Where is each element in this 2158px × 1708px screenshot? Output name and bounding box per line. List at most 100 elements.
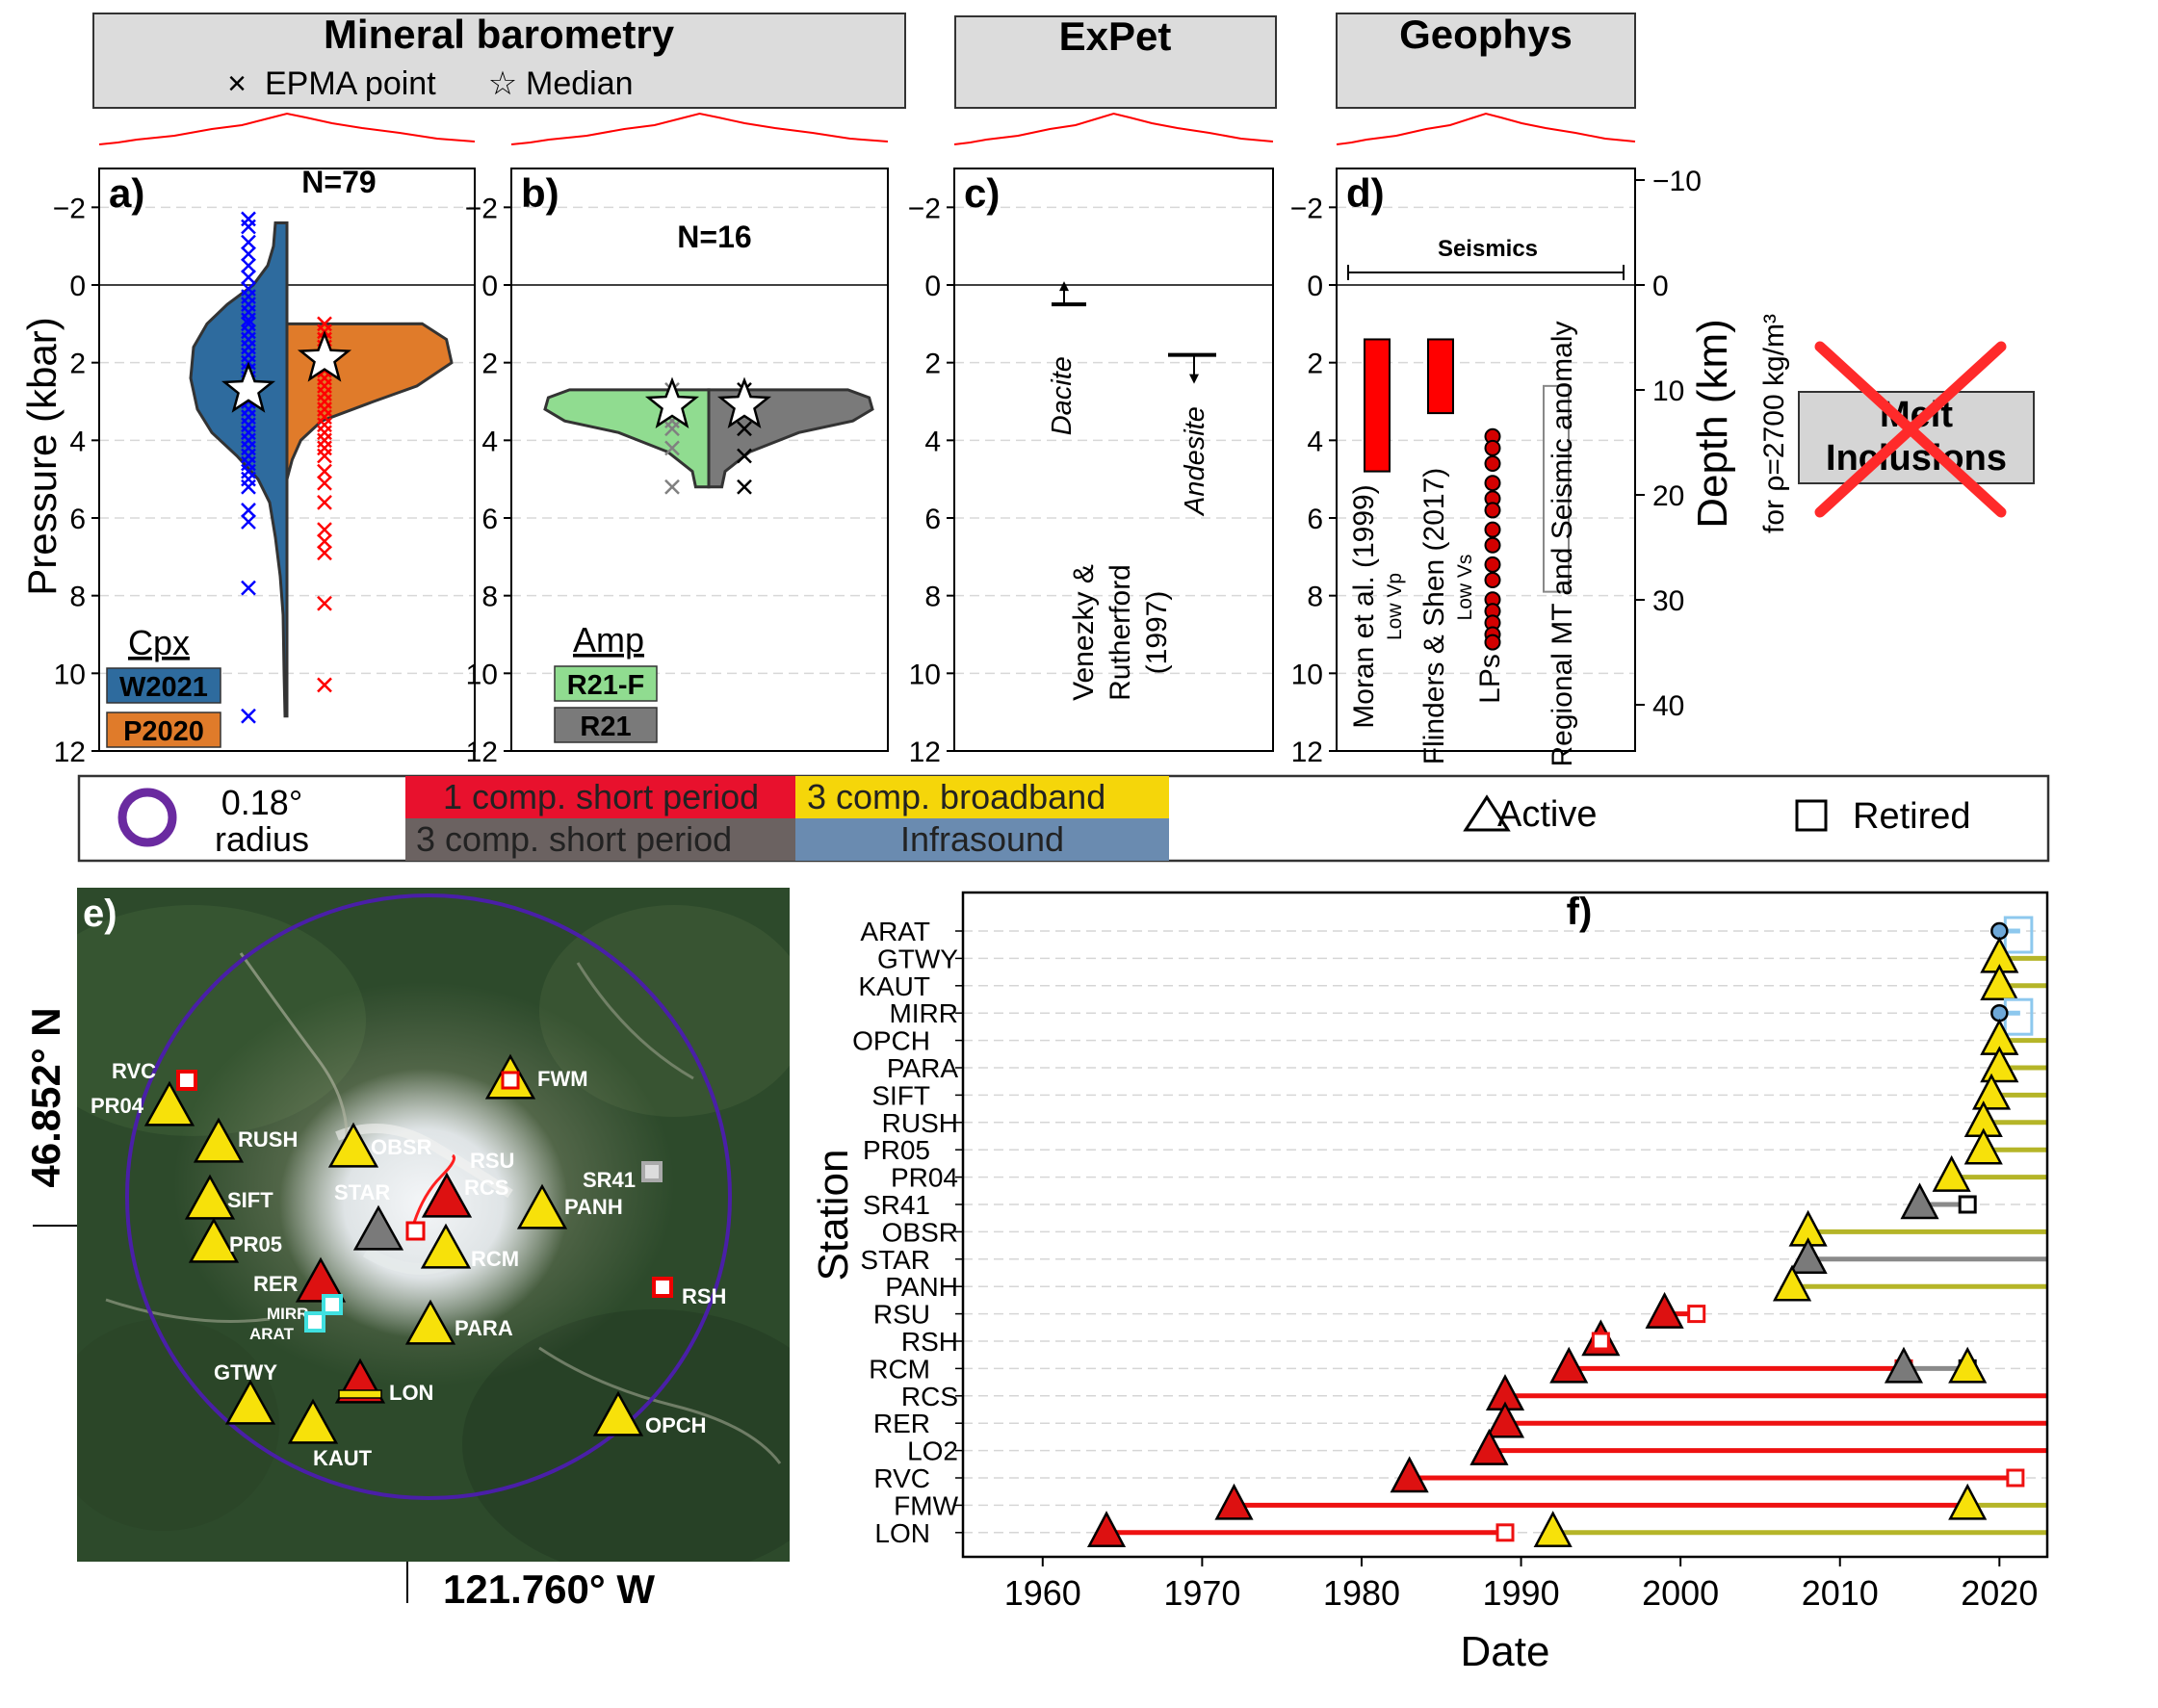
violin-P2020 bbox=[285, 322, 454, 480]
lp-event bbox=[1484, 572, 1501, 589]
source-label: Venezky & bbox=[1068, 564, 1100, 701]
timeline-x-label: Date bbox=[1461, 1628, 1550, 1675]
map-station-label-GTWY: GTWY bbox=[214, 1360, 277, 1385]
station-start-RER bbox=[1485, 1401, 1525, 1438]
map-station-label-RUSH: RUSH bbox=[238, 1127, 298, 1152]
melt-inclusions-line2: Inclusions bbox=[1826, 438, 2007, 479]
map-station-label-PARA: PARA bbox=[455, 1316, 513, 1340]
map-station-SIFT bbox=[184, 1174, 236, 1220]
tick-label-c: 4 bbox=[924, 426, 941, 457]
x-tick-label: 1970 bbox=[1163, 1573, 1240, 1613]
station-label-FMW: FMW bbox=[894, 1490, 958, 1520]
map-station-KAUT bbox=[287, 1398, 339, 1444]
map-latitude-label: 46.852° N bbox=[23, 1007, 68, 1187]
station-label-RSH: RSH bbox=[901, 1327, 958, 1357]
depth-tick-label: 0 bbox=[1652, 271, 1669, 302]
tick-label-a: 8 bbox=[69, 582, 86, 613]
dacite-arrow-head bbox=[1059, 281, 1069, 292]
map-station-label-RCM: RCM bbox=[471, 1247, 519, 1271]
station-start-PANH bbox=[1772, 1264, 1812, 1302]
epma-point-W2021 bbox=[241, 503, 256, 518]
map-station-PARA bbox=[404, 1299, 456, 1345]
tick-label-a: 2 bbox=[69, 349, 86, 380]
tick-label-b: 6 bbox=[481, 504, 498, 535]
map-station-label-PR05: PR05 bbox=[229, 1232, 282, 1256]
median-star-W2021 bbox=[221, 361, 276, 413]
station-label-OPCH: OPCH bbox=[852, 1026, 930, 1056]
legend-swatch-R21-F bbox=[554, 665, 658, 702]
station-label-RVC: RVC bbox=[873, 1463, 930, 1493]
station-circle-MIRR bbox=[1990, 1003, 2009, 1022]
station-start-SIFT bbox=[1971, 1073, 2012, 1110]
map-station-RVC bbox=[176, 1070, 197, 1091]
map-station-OBSR bbox=[327, 1122, 379, 1168]
depth-tick-label: 30 bbox=[1652, 585, 1684, 617]
panel-label-f: f) bbox=[1567, 891, 1593, 933]
infrasound-box-MIRR bbox=[2003, 997, 2034, 1036]
station-start-RVC bbox=[1390, 1456, 1429, 1493]
map-panel-label: e) bbox=[83, 893, 117, 935]
tick-label-c: −2 bbox=[908, 193, 941, 224]
depth-axis-sublabel: for ρ=2700 kg/m³ bbox=[1758, 314, 1790, 533]
tick-label-d: −2 bbox=[1290, 193, 1323, 224]
legend-broadband-label: 3 comp. broadband bbox=[807, 777, 1105, 816]
map-station-FWM-retired bbox=[501, 1071, 520, 1090]
station-label-OBSR: OBSR bbox=[882, 1217, 958, 1247]
n-label-a: N=79 bbox=[301, 165, 376, 199]
legend-swatch-W2021 bbox=[106, 667, 221, 704]
epma-point-W2021 bbox=[241, 312, 256, 328]
legend-short3-swatch bbox=[405, 818, 795, 861]
mountain-profiles bbox=[98, 112, 1636, 145]
station-label-ARAT: ARAT bbox=[860, 917, 930, 946]
summit-trail bbox=[412, 1153, 455, 1224]
andesite-label: Andesite bbox=[1180, 406, 1210, 517]
map-station-label-OBSR: OBSR bbox=[371, 1135, 432, 1159]
panel-label-a: a) bbox=[109, 170, 144, 216]
x-tick-label: 2010 bbox=[1802, 1573, 1879, 1613]
legend-label-W2021: W2021 bbox=[119, 672, 208, 703]
station-label-PR05: PR05 bbox=[863, 1135, 930, 1165]
map-station-label-PANH: PANH bbox=[564, 1195, 623, 1219]
map-station-SR41 bbox=[641, 1161, 663, 1182]
tick-label-a: −2 bbox=[53, 193, 86, 224]
depth-axis-label: Depth (km) bbox=[1689, 319, 1736, 529]
depth-tick-label: 10 bbox=[1652, 375, 1684, 407]
legend-infrasound-label: Infrasound bbox=[900, 819, 1064, 859]
header-mineral-barometry: Mineral barometry × EPMA point ☆ Median bbox=[92, 12, 906, 109]
station-start-SR41 bbox=[1900, 1182, 1939, 1220]
mountain-profile-c bbox=[953, 112, 1274, 145]
tick-label-d: 2 bbox=[1307, 349, 1323, 380]
legend-radius-value: 0.18° bbox=[221, 783, 302, 822]
map-station-label-RVC: RVC bbox=[112, 1059, 156, 1083]
melt-inclusions-box: Melt Inclusions bbox=[1798, 341, 2035, 518]
panel-label-d: d) bbox=[1346, 170, 1385, 216]
epma-point-R21 bbox=[737, 448, 752, 464]
epma-point-R21-F bbox=[664, 440, 680, 456]
map-station-OPCH bbox=[592, 1390, 644, 1436]
andesite-arrow-head bbox=[1189, 374, 1199, 384]
dacite-label: Dacite bbox=[1047, 356, 1078, 435]
x-tick-label: 1980 bbox=[1323, 1573, 1400, 1613]
map-station-RCS bbox=[421, 1172, 473, 1218]
axes-frame-b bbox=[510, 168, 889, 752]
map-station-label-RCS: RCS bbox=[464, 1176, 508, 1200]
mountain-profile-b bbox=[510, 112, 889, 145]
tick-label-b: 12 bbox=[466, 737, 498, 768]
map-station-MIRR bbox=[322, 1294, 343, 1315]
tick-label-c: 12 bbox=[909, 737, 941, 768]
station-map: RVC PR04 RUSH OBSR FWM RSU RCS SR41 SIFT STAR PANH… bbox=[23, 888, 790, 1612]
timeline-frame bbox=[961, 891, 2049, 1559]
tick-label-b: 0 bbox=[481, 271, 498, 302]
legend-infrasound-swatch bbox=[795, 818, 1169, 861]
map-station-label-FWM: FWM bbox=[537, 1067, 588, 1091]
map-station-label-SR41: SR41 bbox=[583, 1168, 636, 1192]
tick-label-b: 8 bbox=[481, 582, 498, 613]
station-retired-SR41 bbox=[1958, 1195, 1977, 1214]
lp-event bbox=[1484, 634, 1501, 651]
epma-point-P2020 bbox=[317, 533, 332, 550]
map-station-STAR bbox=[352, 1204, 404, 1251]
map-station-label-OPCH: OPCH bbox=[645, 1413, 707, 1437]
header-expet-title: ExPet bbox=[1059, 13, 1172, 59]
epma-point-P2020 bbox=[317, 448, 332, 464]
epma-point-W2021 bbox=[241, 708, 256, 724]
